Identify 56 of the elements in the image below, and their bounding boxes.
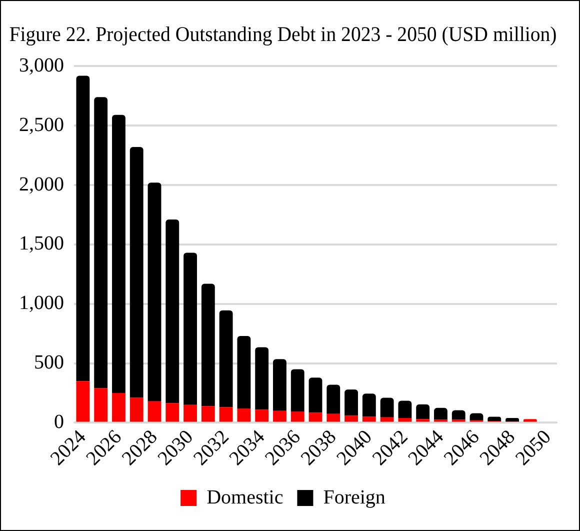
bar [470, 413, 484, 420]
y-tick-label: 0 [54, 410, 64, 433]
bar [398, 400, 412, 418]
bar [130, 398, 144, 422]
bar [166, 220, 180, 404]
bar [237, 408, 251, 422]
bar [416, 419, 430, 422]
y-tick-label: 2,000 [19, 173, 64, 196]
bar [112, 114, 126, 394]
bar [76, 76, 90, 382]
bar [219, 310, 233, 408]
bar [112, 393, 126, 422]
y-tick-label: 1,500 [19, 232, 64, 255]
bar [434, 408, 448, 420]
bar [148, 182, 162, 402]
bar [362, 394, 376, 417]
bar [273, 410, 286, 422]
bar [380, 398, 394, 418]
bar [344, 389, 358, 416]
bar [255, 410, 269, 422]
bar [148, 401, 162, 422]
bar [452, 410, 466, 420]
bar [201, 406, 215, 422]
bar [76, 381, 90, 422]
bar [326, 384, 340, 414]
bar [184, 252, 197, 405]
bar [94, 388, 108, 422]
bar [201, 284, 215, 406]
bar [326, 414, 340, 422]
bar [398, 418, 412, 422]
chart-title: Figure 22. Projected Outstanding Debt in 2023 - 2050 (USD million) [9, 24, 557, 46]
y-tick-label: 500 [34, 352, 64, 374]
bar [488, 416, 502, 421]
bar [290, 411, 304, 422]
bar [184, 404, 197, 422]
bar [219, 407, 233, 422]
bar [523, 419, 537, 422]
legend-label: Domestic [206, 486, 284, 508]
bar [344, 416, 358, 422]
bar [255, 347, 269, 410]
bar [290, 369, 304, 412]
bar [130, 147, 144, 398]
bar [362, 416, 376, 422]
bar [237, 336, 251, 408]
y-tick-label: 2,500 [19, 114, 64, 136]
bar [166, 403, 180, 422]
bar [380, 417, 394, 422]
y-tick-label: 1,000 [19, 292, 64, 314]
bar [506, 418, 519, 422]
bar [308, 412, 322, 422]
legend-label: Foreign [323, 486, 386, 508]
bar [273, 359, 286, 411]
bar [94, 97, 108, 388]
bar [416, 404, 430, 420]
bar [308, 378, 322, 413]
y-tick-label: 3,000 [19, 54, 64, 76]
